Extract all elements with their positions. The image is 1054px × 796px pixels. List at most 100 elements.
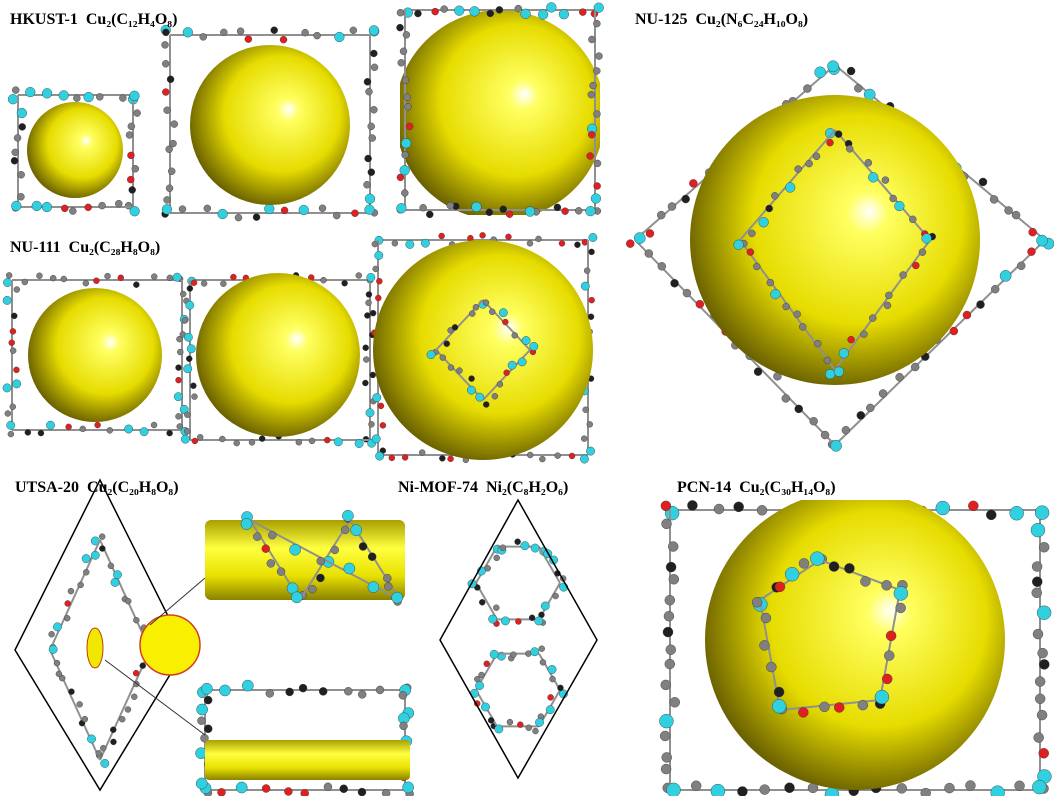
atom <box>554 452 561 459</box>
atom <box>298 204 309 216</box>
atom <box>284 787 293 796</box>
atom <box>11 200 22 212</box>
atom <box>526 240 534 247</box>
atom <box>766 661 777 673</box>
atom <box>847 335 855 344</box>
atom <box>24 429 32 436</box>
atom <box>819 701 830 713</box>
atom <box>538 645 545 652</box>
atom <box>895 602 906 614</box>
atom <box>557 684 564 692</box>
atom <box>546 2 557 13</box>
atom <box>507 360 517 370</box>
atom <box>760 612 772 624</box>
atom <box>83 91 94 103</box>
atom <box>402 781 414 794</box>
atom <box>333 437 343 447</box>
atom <box>166 274 174 282</box>
atom <box>285 687 294 697</box>
atom <box>197 716 206 725</box>
arrow <box>149 577 206 626</box>
atom <box>53 622 62 632</box>
atom <box>493 554 500 562</box>
atom <box>10 157 19 165</box>
atom <box>431 7 439 16</box>
atom <box>220 280 227 287</box>
atom <box>469 310 476 317</box>
atom <box>549 675 556 683</box>
atom <box>84 203 92 212</box>
atom <box>129 90 140 101</box>
atom <box>539 455 546 463</box>
atom <box>370 49 378 58</box>
atom <box>11 148 19 157</box>
atom <box>489 649 499 659</box>
atom <box>396 23 404 32</box>
atom <box>421 238 430 248</box>
atom <box>61 204 69 213</box>
atom <box>77 581 84 589</box>
atom <box>659 713 674 729</box>
atom <box>585 206 596 217</box>
atom <box>357 787 367 796</box>
atom <box>478 671 485 679</box>
atom <box>318 204 327 212</box>
atom <box>521 336 531 345</box>
atom <box>912 261 920 270</box>
atom <box>67 587 75 595</box>
atom <box>354 439 364 448</box>
atom <box>857 699 869 711</box>
atom <box>261 544 270 553</box>
atom <box>1033 732 1044 743</box>
atom <box>784 782 795 793</box>
atom <box>183 364 193 374</box>
atom <box>443 340 450 347</box>
atom <box>830 439 842 452</box>
atom <box>809 417 818 426</box>
atom <box>82 280 90 287</box>
atom <box>318 687 328 696</box>
atom <box>593 110 601 118</box>
atom <box>866 403 875 413</box>
atom <box>182 27 193 38</box>
atom <box>375 451 385 461</box>
atom <box>976 300 985 309</box>
atom <box>48 645 58 654</box>
atom <box>426 210 434 219</box>
pore-sphere <box>28 288 162 422</box>
atom <box>965 780 976 791</box>
atom <box>664 595 676 606</box>
atom <box>828 561 840 572</box>
atom <box>93 277 100 284</box>
atom <box>161 41 169 49</box>
atom <box>834 702 845 713</box>
atom <box>580 281 590 291</box>
atom <box>920 787 931 796</box>
atom <box>841 426 851 435</box>
atom <box>529 342 539 351</box>
atom <box>401 76 410 84</box>
atom <box>520 8 531 19</box>
atom <box>324 436 331 444</box>
atom <box>234 213 243 222</box>
atom <box>794 165 802 173</box>
atom <box>166 429 173 437</box>
atom <box>589 81 597 90</box>
pore-box <box>705 500 1005 790</box>
atom <box>682 288 692 298</box>
atom <box>219 435 226 443</box>
atom <box>552 592 559 600</box>
arrow <box>104 659 206 736</box>
atom <box>695 300 705 309</box>
atom <box>500 616 510 626</box>
atom <box>339 784 348 793</box>
atom <box>7 430 15 438</box>
atom <box>488 614 498 624</box>
atom <box>64 600 71 607</box>
atom <box>362 344 369 351</box>
atom <box>661 518 672 530</box>
atom <box>403 93 411 101</box>
atom <box>838 348 849 359</box>
atom <box>439 455 446 462</box>
atom <box>289 543 301 556</box>
